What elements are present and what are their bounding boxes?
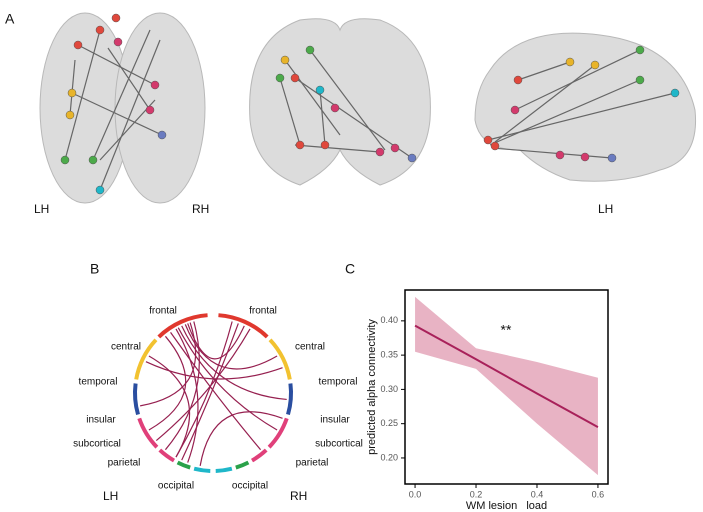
connection xyxy=(155,328,251,442)
y-tick-label: 0.30 xyxy=(380,384,398,394)
region-label: temporal xyxy=(319,377,358,388)
region-arc xyxy=(157,313,208,339)
connection xyxy=(148,355,191,458)
connection xyxy=(181,323,239,461)
region-label: temporal xyxy=(79,377,118,388)
hemisphere-label: LH xyxy=(34,202,49,216)
connection xyxy=(175,328,199,463)
x-tick-label: 0.6 xyxy=(592,489,605,499)
y-tick-label: 0.20 xyxy=(380,452,398,462)
circos: frontal frontal central central temporal temp… xyxy=(73,306,363,492)
brain-connections xyxy=(64,29,676,191)
region-label: parietal xyxy=(296,458,329,469)
line-chart: 0.0 0.2 0.4 0.6 0.20 0.25 0.30 0.35 0.40 WM lesio… xyxy=(366,289,609,512)
panel-label: B xyxy=(90,261,99,277)
connection xyxy=(175,321,233,458)
x-axis-title: WM lesion load xyxy=(466,500,547,512)
y-tick-label: 0.25 xyxy=(380,418,398,428)
region-arc xyxy=(268,338,292,380)
connection xyxy=(140,322,197,407)
region-label: occipital xyxy=(158,481,194,492)
y-axis-title: predicted alpha connectivity xyxy=(366,319,378,455)
confidence-band xyxy=(415,296,598,476)
region-arc xyxy=(267,417,289,449)
panel-label: C xyxy=(345,261,355,277)
y-tick-label: 0.40 xyxy=(380,315,398,325)
hemisphere-label: RH xyxy=(192,202,209,216)
plot-frame xyxy=(404,289,609,485)
region-label: parietal xyxy=(108,458,141,469)
region-label: central xyxy=(295,342,325,353)
x-tick-label: 0.2 xyxy=(470,489,483,499)
hemisphere-label: LH xyxy=(103,489,118,503)
region-label: insular xyxy=(86,415,116,426)
panel-label: A xyxy=(5,11,15,27)
brain-axial xyxy=(39,12,206,204)
region-arc xyxy=(133,383,140,416)
brain-coronal xyxy=(249,18,431,186)
region-label: occipital xyxy=(232,481,268,492)
connection xyxy=(164,321,200,451)
fit-line xyxy=(414,324,599,428)
region-arc xyxy=(286,383,293,416)
brain-sagittal xyxy=(474,32,697,182)
brain-nodes xyxy=(60,13,680,195)
region-arc xyxy=(235,460,250,470)
region-arc xyxy=(218,313,269,339)
region-label: central xyxy=(111,342,141,353)
connection xyxy=(177,327,278,431)
region-arc xyxy=(215,466,233,473)
y-tick-label: 0.35 xyxy=(380,349,398,359)
connection xyxy=(187,323,245,360)
connection xyxy=(199,411,283,466)
region-label: subcortical xyxy=(315,439,363,450)
region-arc xyxy=(193,466,211,473)
region-label: subcortical xyxy=(73,439,121,450)
region-arc xyxy=(134,338,158,380)
connection xyxy=(170,332,262,451)
hemisphere-label: LH xyxy=(598,202,613,216)
connection xyxy=(181,325,287,401)
connection xyxy=(148,335,187,431)
x-tick-label: 0.4 xyxy=(531,489,544,499)
region-label: frontal xyxy=(149,306,177,317)
region-label: insular xyxy=(320,415,350,426)
annotation: ** xyxy=(501,322,512,338)
hemisphere-label: RH xyxy=(290,489,307,503)
region-arc xyxy=(250,448,268,463)
x-tick-label: 0.0 xyxy=(409,489,422,499)
region-arc xyxy=(137,417,159,449)
region-arc xyxy=(158,448,176,463)
region-label: frontal xyxy=(249,306,277,317)
region-arc xyxy=(176,460,191,470)
